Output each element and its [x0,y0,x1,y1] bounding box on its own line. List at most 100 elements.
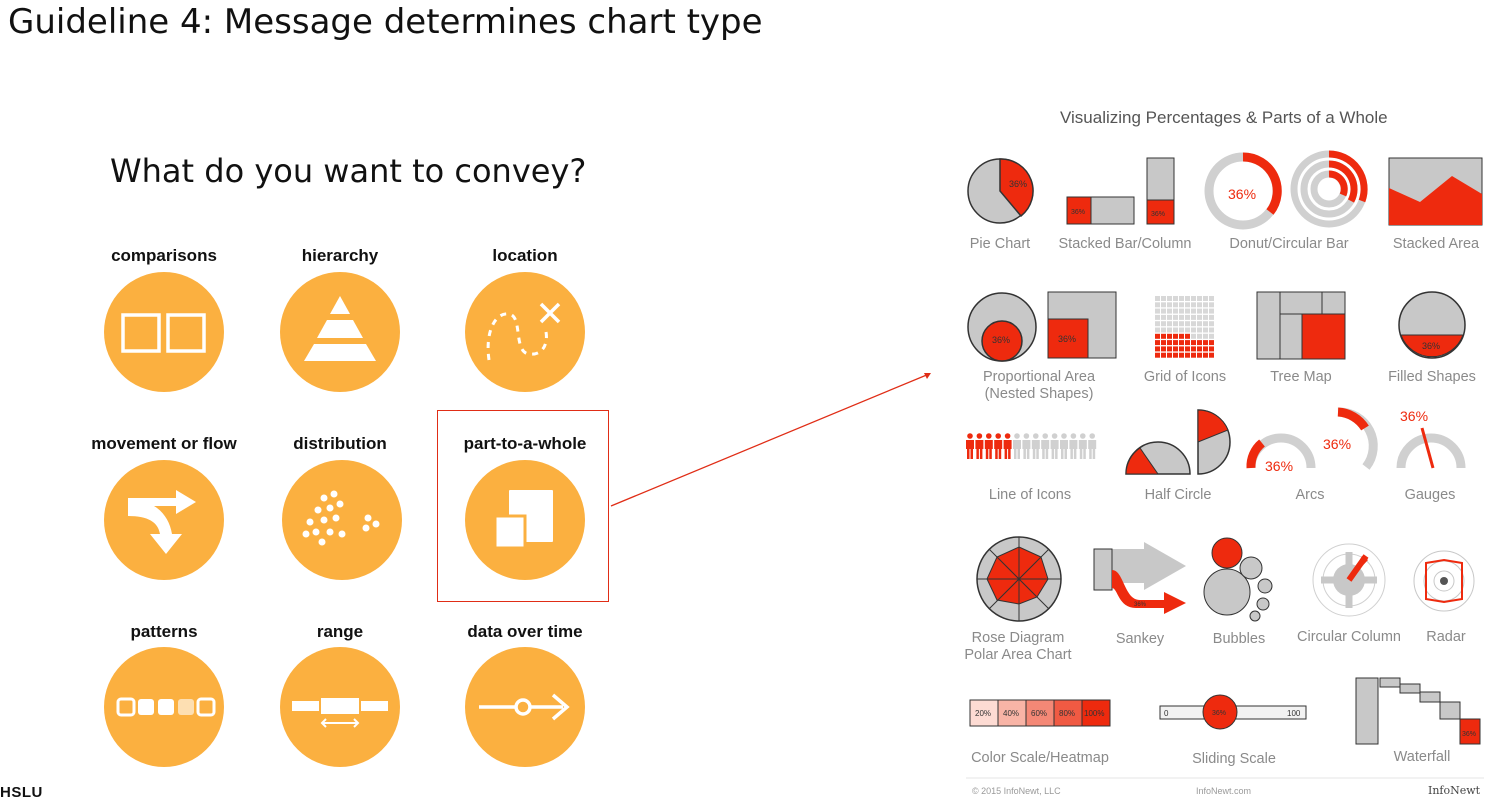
grid-cell [1167,302,1172,308]
grid-cell [1155,308,1160,314]
grid-cell [1161,308,1166,314]
grid-cell [1179,314,1184,320]
time-icon-circle [465,647,585,767]
grid-cell [1191,314,1196,320]
grid-cell [1203,296,1208,301]
label-stacked-bar: Stacked Bar/Column [1058,236,1192,252]
grid-cell [1179,346,1184,352]
grid-cell [1209,308,1214,314]
category-label-distribution: distribution [293,434,387,453]
grid-cell [1185,352,1190,358]
half-circle-icon [1125,409,1231,475]
grid-cell [1191,302,1196,308]
infographic-panel: 36% 36% 36% 36% 36% 36% [966,150,1484,779]
grid-cell [1197,302,1202,308]
grid-cell [1191,352,1196,358]
heatmap-cell [1053,699,1083,727]
label-waterfall: Waterfall [1393,749,1451,765]
grid-cell [1185,321,1190,327]
person-icon [1042,433,1048,439]
sankey-icon: 36% [1093,542,1186,614]
grid-cell [1179,340,1184,346]
grid-cell [1209,333,1214,339]
footer-url: InfoNewt.com [1196,786,1252,796]
grid-cell [1173,327,1178,333]
label-filled-shapes: Filled Shapes [1388,369,1476,385]
heatmap-cell [1081,699,1111,727]
grid-cell [1173,340,1178,346]
heatmap-cell-label: 20% [975,709,991,718]
comparisons-icon-circle [104,272,224,392]
grid-cell [1191,327,1196,333]
person-icon [1089,433,1095,439]
person-icon [1070,433,1077,439]
grid-cell [1161,327,1166,333]
grid-cell [1209,314,1214,320]
heatmap-cell-label: 100% [1084,709,1104,718]
grid-cell [1155,296,1160,301]
bubbles-icon [1203,537,1273,622]
grid-cell [1185,340,1190,346]
grid-cell [1185,333,1190,339]
grid-cell [1155,352,1160,358]
timeline-arrow-icon [479,693,570,721]
grid-cell [1197,308,1202,314]
question-heading: What do you want to convey? [110,152,587,190]
person-icon [1061,433,1067,439]
grid-cell [1179,308,1184,314]
grid-cell [1155,333,1160,339]
pattern-row-icon [116,697,216,717]
svg-text:36%: 36% [1265,458,1293,474]
grid-cell [1197,333,1202,339]
grid-cell [1203,333,1208,339]
grid-cell [1197,296,1202,301]
grid-cell [1185,346,1190,352]
svg-text:36%: 36% [1462,731,1476,738]
rose-diagram-icon [976,536,1062,622]
proportional-area-icon: 36% 36% [967,291,1117,362]
category-label-hierarchy: hierarchy [301,246,379,265]
label-gauges: Gauges [1404,487,1456,503]
heatmap-icon: 20% 40% 60% 80% 100% [969,699,1111,727]
grid-cell [1155,321,1160,327]
donut-icon: 36% [1204,150,1368,230]
grid-cell [1161,352,1166,358]
person-icon [967,433,973,439]
grid-cell [1191,333,1196,339]
grid-cell [1167,327,1172,333]
grid-cell [1197,352,1202,358]
grid-cell [1167,346,1172,352]
grid-cell [1167,308,1172,314]
footer-copyright: © 2015 InfoNewt, LLC [972,786,1061,796]
arcs-icon: 36% 36% [1246,407,1378,474]
grid-cell [1167,296,1172,301]
svg-text:36%: 36% [1400,408,1428,424]
gauges-icon: 36% [1396,408,1466,469]
label-stacked-area: Stacked Area [1392,236,1480,252]
person-icon [1080,433,1086,439]
label-sliding-scale: Sliding Scale [1192,751,1276,767]
grid-cell [1161,321,1166,327]
grid-cell [1179,352,1184,358]
category-label-movement-or-flow: movement or flow [91,434,237,453]
grid-cell [1173,346,1178,352]
waterfall-icon: 36% [1355,677,1481,745]
category-label-part-to-a-whole: part-to-a-whole [463,434,587,453]
circular-column-icon [1312,543,1386,617]
grid-cell [1167,314,1172,320]
stacked-area-icon [1388,157,1483,226]
dotted-path-x-icon [486,302,561,361]
grid-cell [1203,321,1208,327]
location-icon-circle [465,272,585,392]
grid-cell [1191,340,1196,346]
grid-cell [1197,321,1202,327]
category-label-location: location [492,246,558,265]
grid-cell [1155,314,1160,320]
grid-cell [1203,302,1208,308]
category-label-patterns: patterns [130,622,198,641]
person-icon [1014,433,1020,439]
person-icon [1051,433,1058,439]
svg-text:36%: 36% [1058,334,1076,344]
grid-cell [1161,333,1166,339]
person-icon [1004,433,1011,439]
